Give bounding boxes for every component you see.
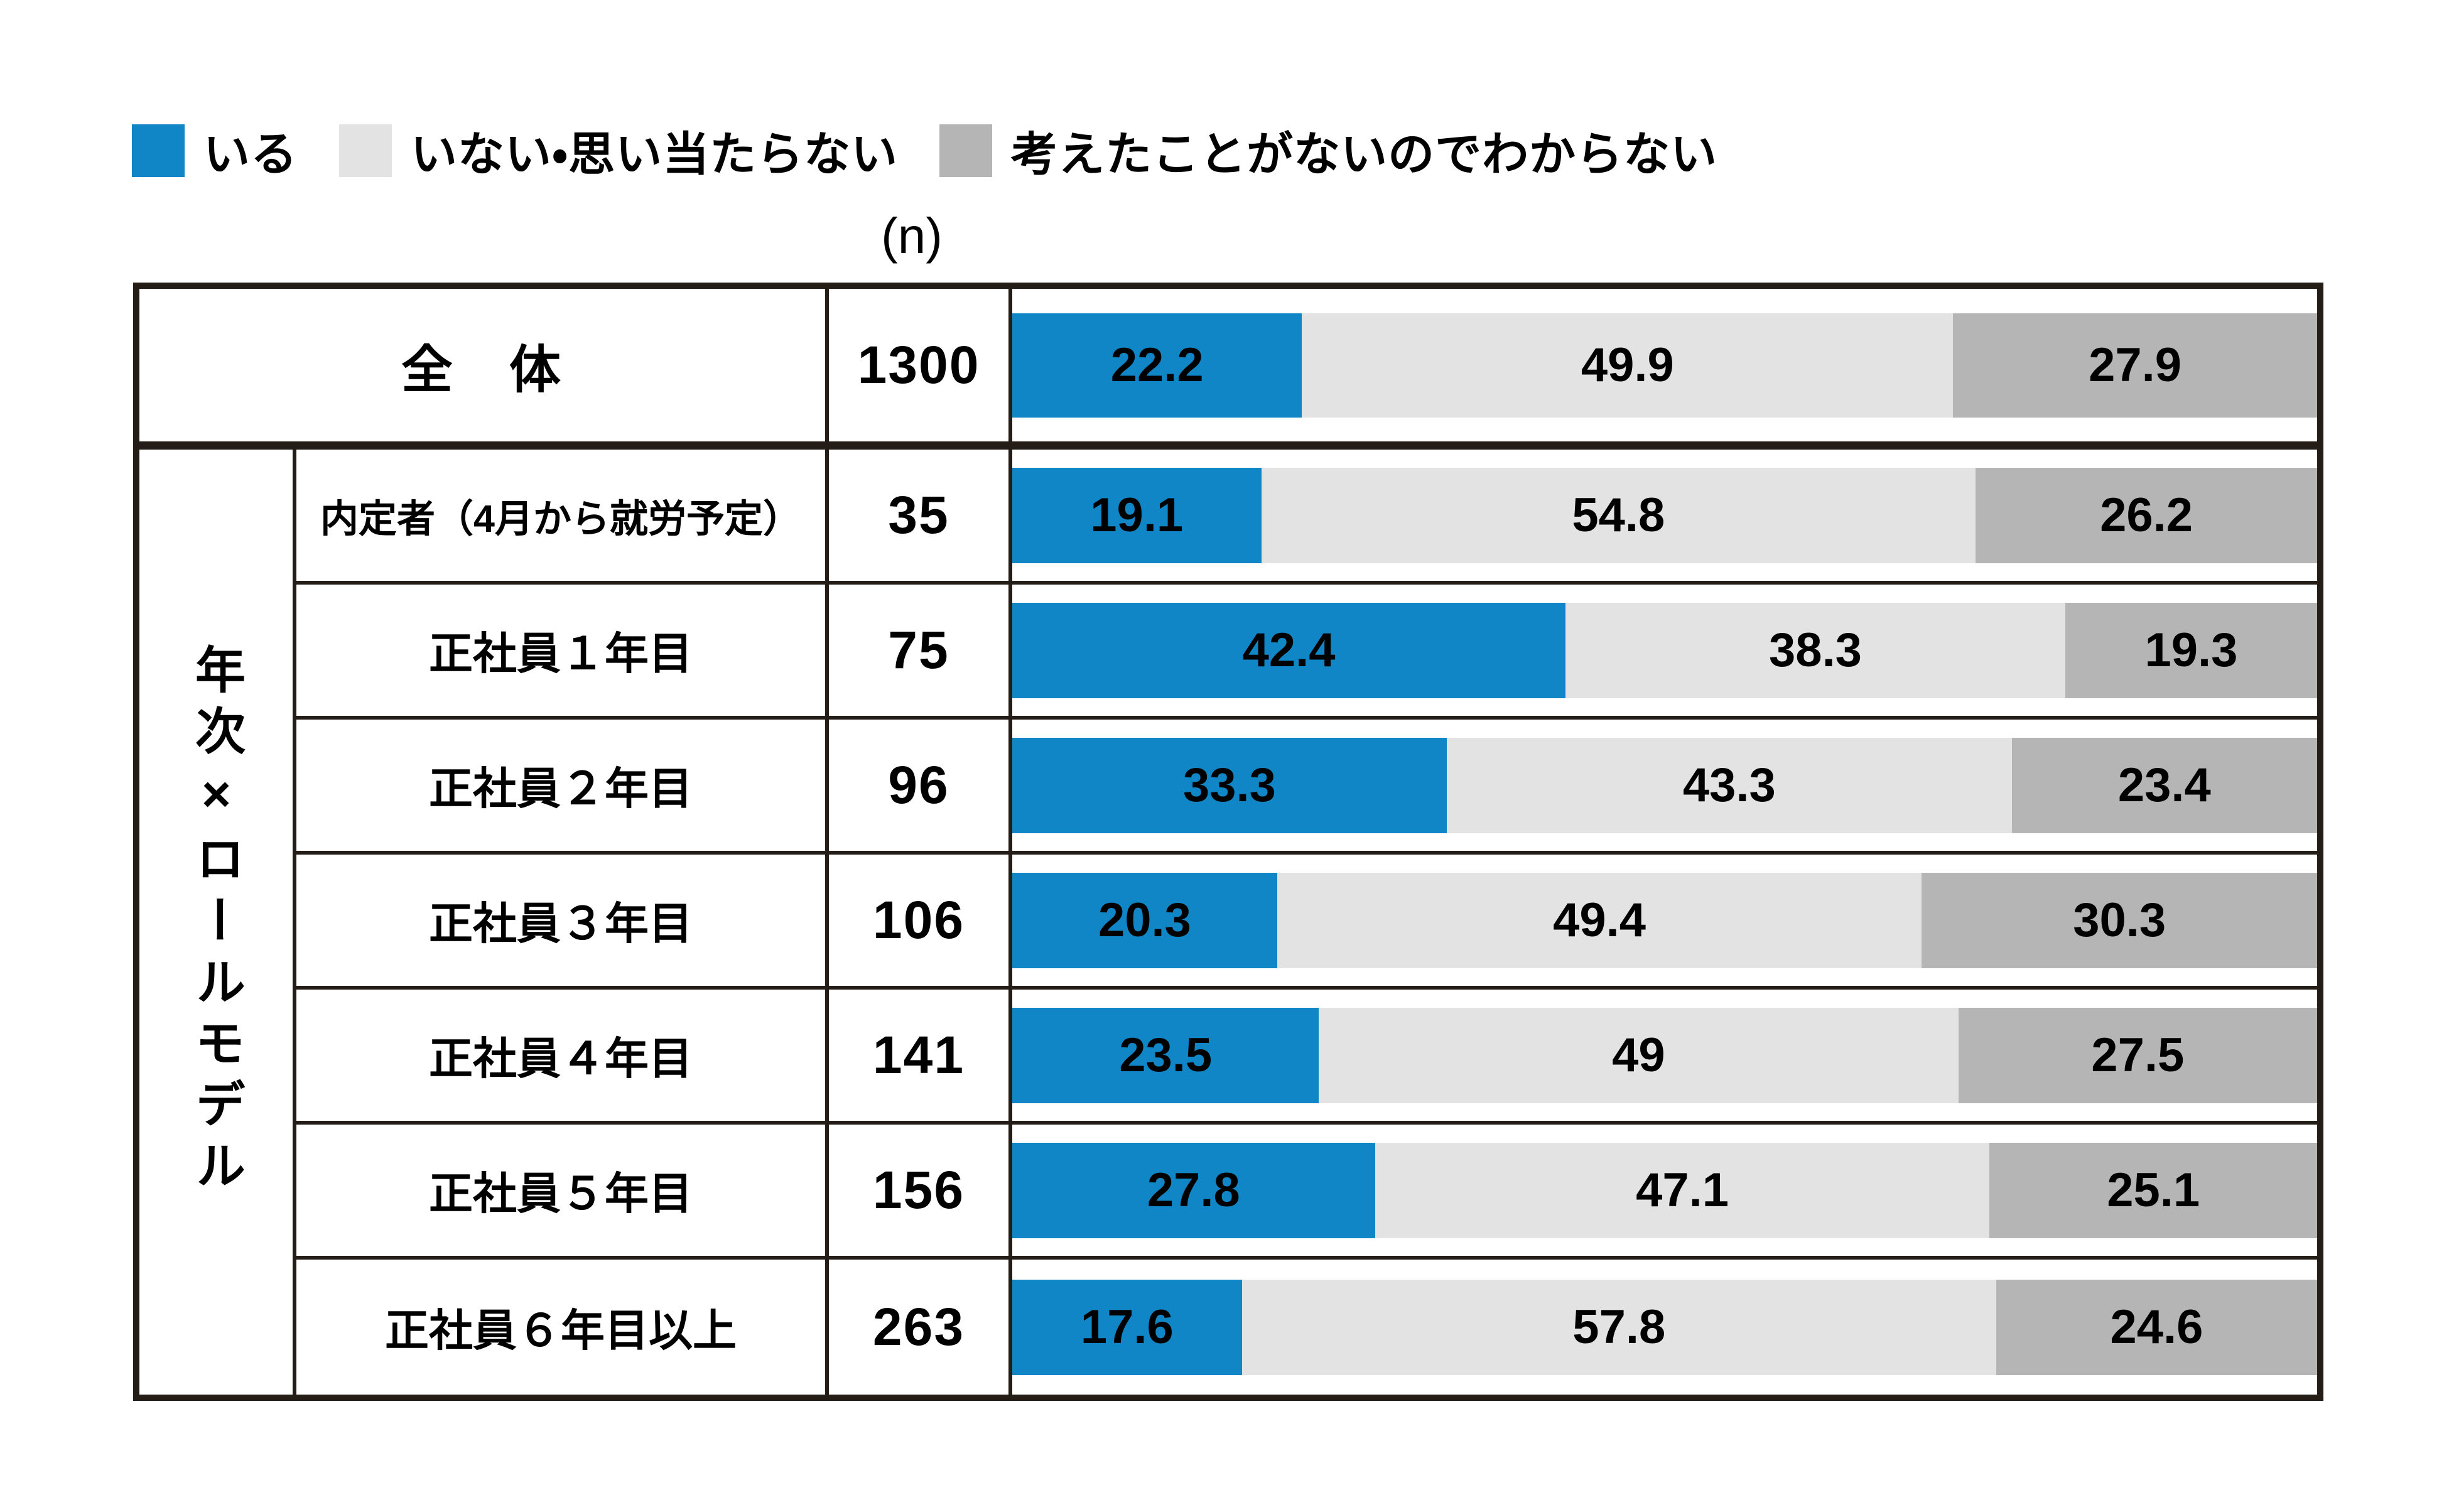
row-n-value: 75 — [829, 585, 1012, 720]
stacked-bar: 20.3 49.4 30.3 — [1012, 872, 2317, 968]
bar-segment: 25.1 — [1989, 1142, 2317, 1238]
bar-segment: 30.3 — [1922, 872, 2317, 968]
stacked-bar: 33.3 43.3 23.4 — [1012, 737, 2317, 833]
legend-item: 考えたことがないのでわからない — [939, 117, 1717, 184]
bar-row: 23.5 49 27.5 — [1012, 990, 2317, 1125]
bar-segment: 38.3 — [1565, 602, 2065, 698]
bar-row: 17.6 57.8 24.6 — [1012, 1260, 2317, 1395]
bar-segment-value: 49.4 — [1553, 894, 1646, 947]
bar-segment-value: 38.3 — [1769, 624, 1862, 677]
bar-segment-value: 49 — [1612, 1029, 1665, 1082]
bar-segment-value: 47.1 — [1636, 1164, 1729, 1217]
bar-segment-value: 57.8 — [1572, 1300, 1666, 1354]
bar-row: 27.8 47.1 25.1 — [1012, 1125, 2317, 1260]
legend-label: いない・思い当たらない — [411, 128, 899, 180]
bar-segment: 17.6 — [1012, 1279, 1242, 1375]
bar-segment: 23.4 — [2011, 737, 2317, 833]
legend-label: いる — [203, 128, 298, 180]
row-n-value: 141 — [829, 990, 1012, 1125]
bar-segment: 19.3 — [2065, 602, 2317, 698]
row-label: 正社員１年目 — [296, 585, 829, 720]
legend-swatch-icon — [132, 124, 185, 177]
bar-segment-value: 19.1 — [1090, 489, 1184, 542]
group-label-vertical: 年次×ロールモデル — [139, 450, 296, 1395]
bar-segment: 42.4 — [1012, 602, 1566, 698]
bar-segment: 49.9 — [1302, 313, 1954, 418]
bar-row: 19.1 54.8 26.2 — [1012, 450, 2317, 585]
bar-segment: 43.3 — [1446, 737, 2012, 833]
row-label: 正社員４年目 — [296, 990, 829, 1125]
stacked-bar: 42.4 38.3 19.3 — [1012, 602, 2317, 698]
bar-segment-value: 54.8 — [1572, 489, 1665, 542]
row-label: 正社員６年目以上 — [296, 1260, 829, 1395]
legend-swatch-icon — [339, 124, 392, 177]
bar-segment: 33.3 — [1012, 737, 1447, 833]
bar-segment: 49.4 — [1277, 872, 1922, 968]
bar-segment-value: 26.2 — [2100, 489, 2193, 542]
bar-segment-value: 17.6 — [1080, 1300, 1174, 1354]
row-label: 内定者（4月から就労予定） — [296, 450, 829, 585]
row-label: 正社員５年目 — [296, 1125, 829, 1260]
bar-segment: 27.9 — [1953, 313, 2317, 418]
legend-item: いない・思い当たらない — [339, 117, 898, 184]
bar-segment: 22.2 — [1012, 313, 1302, 418]
survey-table: 全 体 1300 22.2 49.9 27.9 年次×ロールモデル 内定者（4月… — [133, 283, 2323, 1401]
row-label: 正社員２年目 — [296, 720, 829, 855]
stacked-bar: 19.1 54.8 26.2 — [1012, 467, 2317, 563]
overall-n-value: 1300 — [829, 289, 1012, 450]
bar-segment-value: 19.3 — [2144, 624, 2238, 677]
overall-bar-row: 22.2 49.9 27.9 — [1012, 289, 2317, 450]
row-n-value: 106 — [829, 855, 1012, 990]
bar-segment-value: 42.4 — [1242, 624, 1336, 677]
bar-segment-value: 23.5 — [1119, 1029, 1213, 1082]
row-n-value: 35 — [829, 450, 1012, 585]
bar-segment: 27.5 — [1958, 1007, 2317, 1103]
bar-segment-value: 27.8 — [1147, 1164, 1240, 1217]
bar-segment: 57.8 — [1241, 1279, 1996, 1375]
stacked-bar: 22.2 49.9 27.9 — [1012, 313, 2317, 418]
row-n-value: 156 — [829, 1125, 1012, 1260]
bar-segment-value: 20.3 — [1098, 894, 1191, 947]
bar-segment: 27.8 — [1012, 1142, 1375, 1238]
legend: いる いない・思い当たらない 考えたことがないのでわからない — [132, 117, 1759, 184]
legend-swatch-icon — [939, 124, 993, 177]
stacked-bar: 23.5 49 27.5 — [1012, 1007, 2317, 1103]
bar-row: 20.3 49.4 30.3 — [1012, 855, 2317, 990]
bar-segment-value: 25.1 — [2107, 1164, 2200, 1217]
bar-segment-value: 27.9 — [2089, 338, 2182, 392]
row-n-value: 96 — [829, 720, 1012, 855]
bar-segment: 23.5 — [1012, 1007, 1319, 1103]
bar-segment-value: 24.6 — [2110, 1300, 2203, 1354]
row-n-value: 263 — [829, 1260, 1012, 1395]
bar-row: 33.3 43.3 23.4 — [1012, 720, 2317, 855]
bar-segment: 20.3 — [1012, 872, 1277, 968]
stacked-bar: 27.8 47.1 25.1 — [1012, 1142, 2317, 1238]
bar-segment-value: 49.9 — [1581, 338, 1674, 392]
overall-row-label: 全 体 — [139, 289, 829, 450]
bar-segment-value: 33.3 — [1183, 759, 1276, 812]
stacked-bar: 17.6 57.8 24.6 — [1012, 1279, 2317, 1375]
bar-segment-value: 27.5 — [2091, 1029, 2185, 1082]
bar-segment-value: 23.4 — [2117, 759, 2211, 812]
bar-segment: 24.6 — [1996, 1279, 2317, 1375]
bar-segment: 26.2 — [1976, 467, 2317, 563]
bar-segment: 47.1 — [1375, 1142, 1990, 1238]
row-label: 正社員３年目 — [296, 855, 829, 990]
n-column-header: (n) — [881, 208, 943, 264]
bar-segment-value: 22.2 — [1110, 338, 1204, 392]
bar-row: 42.4 38.3 19.3 — [1012, 585, 2317, 720]
bar-segment: 49 — [1319, 1007, 1959, 1103]
bar-segment-value: 43.3 — [1682, 759, 1776, 812]
bar-segment: 54.8 — [1261, 467, 1976, 563]
bar-segment: 19.1 — [1012, 467, 1262, 563]
legend-label: 考えたことがないのでわからない — [1011, 128, 1718, 180]
legend-item: いる — [132, 117, 298, 184]
bar-segment-value: 30.3 — [2073, 894, 2166, 947]
